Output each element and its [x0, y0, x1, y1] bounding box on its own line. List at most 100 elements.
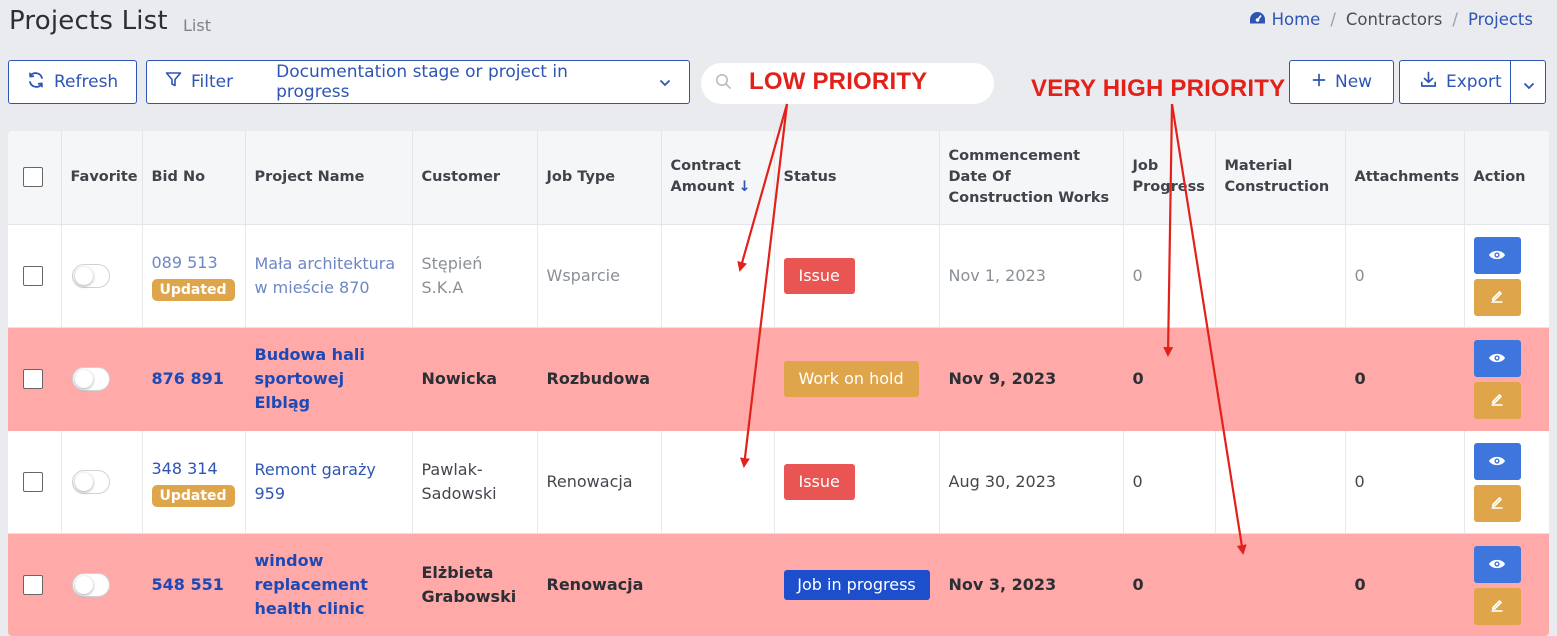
column-header-attachments[interactable]: Attachments [1345, 131, 1465, 225]
row-checkbox[interactable] [23, 574, 43, 595]
attachments-cell: 0 [1345, 430, 1465, 534]
favorite-toggle[interactable] [71, 366, 110, 391]
breadcrumb-separator: / [1330, 10, 1336, 29]
breadcrumb-projects[interactable]: Projects [1467, 10, 1533, 29]
refresh-icon [27, 71, 45, 94]
favorite-cell [61, 224, 143, 328]
commencement-cell: Nov 3, 2023 [939, 533, 1124, 636]
commencement-cell: Aug 30, 2023 [939, 430, 1124, 534]
column-header-customer[interactable]: Customer [412, 131, 538, 225]
column-header-action: Action [1464, 131, 1549, 225]
row-select-cell [8, 533, 62, 636]
search-input[interactable] [742, 74, 972, 93]
sort-descending-icon[interactable]: ↓ [738, 179, 751, 196]
attachments-cell: 0 [1345, 327, 1465, 431]
contract-amount-cell [661, 430, 775, 534]
edit-button[interactable] [1473, 279, 1521, 316]
column-header-material[interactable]: Material Construction [1215, 131, 1346, 225]
bid-no-link[interactable]: 548 551 [151, 574, 224, 594]
eye-icon [1488, 244, 1506, 268]
updated-badge: Updated [151, 278, 235, 301]
attachments-cell: 0 [1345, 224, 1465, 328]
chevron-down-icon[interactable] [1523, 75, 1535, 95]
select-all-cell [8, 131, 62, 225]
row-select-cell [8, 224, 62, 328]
bid-no-link[interactable]: 089 513 [151, 252, 218, 272]
filter-dropdown[interactable]: Filter Documentation stage or project in… [146, 60, 690, 104]
bid-no-link[interactable]: 348 314 [151, 458, 218, 478]
filter-label: Filter [191, 72, 234, 92]
status-badge: Work on hold [783, 360, 919, 397]
breadcrumb: Home / Contractors / Projects [1249, 10, 1533, 29]
very-high-priority-annotation: VERY HIGH PRIORITY [1031, 75, 1286, 102]
attachments-cell: 0 [1345, 533, 1465, 636]
customer-cell: Elżbieta Grabowski [412, 533, 538, 636]
status-cell: Job in progress [774, 533, 940, 636]
project-name-link[interactable]: window replacement health clinic [254, 550, 368, 618]
filter-value: Documentation stage or project in progre… [276, 62, 568, 102]
dashboard-icon [1249, 10, 1266, 29]
page-title: Projects List [9, 6, 168, 36]
job-progress-cell: 0 [1123, 224, 1216, 328]
view-button[interactable] [1473, 443, 1521, 480]
material-cell [1215, 430, 1346, 534]
favorite-toggle[interactable] [71, 263, 110, 288]
favorite-toggle[interactable] [71, 469, 110, 494]
contract-amount-cell [661, 533, 775, 636]
bid-no-link[interactable]: 876 891 [151, 368, 224, 388]
select-all-checkbox[interactable] [23, 167, 43, 188]
column-header-status[interactable]: Status [774, 131, 940, 225]
column-header-commencement[interactable]: Commencement Date Of Construction Works [939, 131, 1124, 225]
edit-button[interactable] [1473, 382, 1521, 419]
job-progress-cell: 0 [1123, 430, 1216, 534]
download-icon [1420, 71, 1437, 93]
search-icon [715, 73, 732, 94]
contract-amount-cell [661, 327, 775, 431]
column-header-favorite[interactable]: Favorite [61, 131, 143, 225]
column-header-job-progress[interactable]: Job Progress [1123, 131, 1216, 225]
job-type-cell: Rozbudowa [537, 327, 662, 431]
table-row: 348 314 Updated Remont garaży 959 Pawlak-… [8, 430, 1549, 534]
material-cell [1215, 533, 1346, 636]
customer-cell: Nowicka [412, 327, 538, 431]
breadcrumb-contractors[interactable]: Contractors [1345, 10, 1443, 29]
column-header-contract-amount[interactable]: Contract Amount ↓ [661, 131, 775, 225]
row-checkbox[interactable] [23, 368, 43, 389]
project-name-link[interactable]: Budowa hali sportowej Elbląg [254, 344, 365, 412]
favorite-toggle[interactable] [71, 572, 110, 597]
edit-button[interactable] [1473, 485, 1521, 522]
search-box[interactable] [701, 63, 994, 104]
status-cell: Issue [774, 224, 940, 328]
row-checkbox[interactable] [23, 265, 43, 286]
commencement-cell: Nov 1, 2023 [939, 224, 1124, 328]
plus-icon [1312, 72, 1326, 92]
breadcrumb-separator: / [1452, 10, 1458, 29]
column-header-project-name[interactable]: Project Name [245, 131, 413, 225]
job-progress-cell: 0 [1123, 533, 1216, 636]
column-header-job-type[interactable]: Job Type [537, 131, 662, 225]
row-select-cell [8, 430, 62, 534]
new-label: New [1335, 72, 1373, 92]
favorite-cell [61, 430, 143, 534]
refresh-button[interactable]: Refresh [8, 60, 137, 104]
material-cell [1215, 224, 1346, 328]
job-type-cell: Renowacja [537, 430, 662, 534]
edit-button[interactable] [1473, 588, 1521, 625]
favorite-cell [61, 533, 143, 636]
projects-table: Favorite Bid No Project Name Customer Jo… [8, 131, 1549, 636]
status-badge: Job in progress [783, 569, 930, 600]
export-button[interactable]: Export [1399, 60, 1546, 104]
bid-no-cell: 876 891 [142, 327, 246, 431]
project-name-link[interactable]: Mała architektura w mieście 870 [254, 253, 396, 297]
action-cell [1464, 224, 1549, 328]
row-checkbox[interactable] [23, 471, 43, 492]
project-name-link[interactable]: Remont garaży 959 [254, 459, 376, 503]
view-button[interactable] [1473, 340, 1521, 377]
column-header-bid-no[interactable]: Bid No [142, 131, 246, 225]
view-button[interactable] [1473, 237, 1521, 274]
view-button[interactable] [1473, 546, 1521, 583]
action-cell [1464, 327, 1549, 431]
breadcrumb-home-label: Home [1271, 10, 1321, 29]
breadcrumb-home[interactable]: Home [1249, 10, 1321, 29]
new-button[interactable]: New [1289, 60, 1394, 104]
